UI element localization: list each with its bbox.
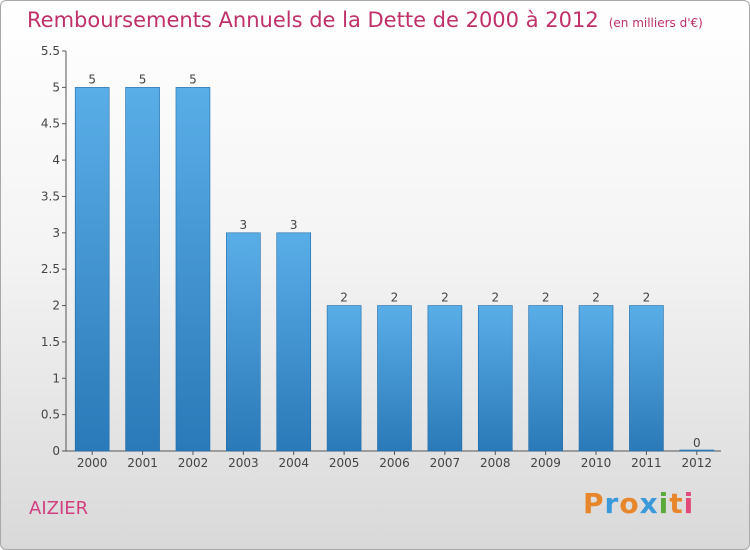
- logo-letter: x: [639, 487, 659, 520]
- title-text: Remboursements Annuels de la Dette de 20…: [27, 8, 599, 32]
- x-tick-label: 2011: [631, 456, 662, 470]
- y-tick-label: 3.5: [41, 189, 60, 203]
- logo-letter: t: [669, 487, 684, 520]
- y-tick-label: 5.5: [41, 44, 60, 58]
- bar: [427, 305, 463, 452]
- y-tick-label: 1: [52, 371, 60, 385]
- value-label: 2: [391, 291, 399, 305]
- value-label: 2: [542, 291, 550, 305]
- x-tick-label: 2007: [430, 456, 461, 470]
- place-name: AIZIER: [29, 498, 89, 519]
- y-tick-label: 2: [52, 299, 60, 313]
- y-tick-label: 4: [52, 153, 60, 167]
- value-label: 2: [592, 291, 600, 305]
- value-label: 5: [139, 72, 147, 86]
- bar: [326, 305, 362, 452]
- chart-title: Remboursements Annuels de la Dette de 20…: [27, 8, 703, 32]
- value-label: 0: [693, 436, 701, 450]
- bar: [578, 305, 614, 452]
- y-tick-label: 2.5: [41, 262, 60, 276]
- x-tick-label: 2008: [480, 456, 511, 470]
- value-label: 2: [491, 291, 499, 305]
- x-tick-label: 2001: [127, 456, 158, 470]
- bar: [679, 449, 715, 452]
- y-tick-label: 3: [52, 226, 60, 240]
- y-tick-label: 4.5: [41, 117, 60, 131]
- x-tick-label: 2006: [379, 456, 410, 470]
- x-tick-label: 2002: [178, 456, 209, 470]
- bar: [226, 232, 261, 452]
- value-label: 3: [240, 218, 248, 232]
- logo-letter: P: [583, 487, 605, 520]
- x-tick-label: 2009: [530, 456, 561, 470]
- y-tick-label: 5: [52, 80, 60, 94]
- bar: [74, 87, 110, 452]
- logo-letter: r: [604, 487, 620, 520]
- bar: [528, 305, 563, 452]
- bar: [477, 305, 513, 452]
- y-tick-label: 0: [52, 444, 60, 458]
- y-tick-label: 0.5: [41, 408, 60, 422]
- logo-letter: i: [658, 487, 670, 520]
- value-label: 5: [88, 72, 96, 86]
- value-label: 2: [340, 291, 348, 305]
- x-tick-label: 2003: [228, 456, 259, 470]
- bar: [629, 305, 664, 452]
- bar: [276, 232, 312, 452]
- value-label: 3: [290, 218, 298, 232]
- bar: [125, 87, 160, 452]
- logo-letter: o: [619, 487, 640, 520]
- value-label: 5: [189, 72, 197, 86]
- x-tick-label: 2012: [682, 456, 713, 470]
- x-tick-label: 2004: [278, 456, 309, 470]
- x-tick-label: 2005: [329, 456, 360, 470]
- proxiti-logo: Proxiti: [583, 487, 694, 520]
- y-tick-label: 1.5: [41, 335, 60, 349]
- logo-letter: i: [683, 487, 695, 520]
- value-label: 2: [441, 291, 449, 305]
- bar: [377, 305, 412, 452]
- x-tick-label: 2010: [581, 456, 612, 470]
- value-label: 2: [643, 291, 651, 305]
- x-tick-label: 2000: [77, 456, 108, 470]
- bar: [175, 87, 211, 452]
- title-unit: (en milliers d'€): [608, 16, 703, 30]
